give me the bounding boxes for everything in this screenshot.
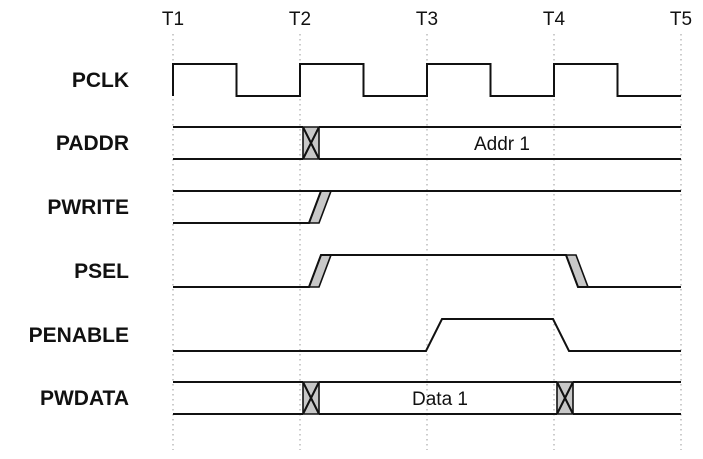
signal-paddr: PADDR Addr 1 xyxy=(56,126,681,160)
bus-value-paddr: Addr 1 xyxy=(474,134,530,155)
tick-label-t1: T1 xyxy=(162,9,184,30)
pwrite-waveform xyxy=(173,190,681,224)
signal-label-psel: PSEL xyxy=(74,260,129,283)
bus-cross xyxy=(302,381,320,415)
signal-pclk: PCLK xyxy=(72,63,681,97)
tick-label-t4: T4 xyxy=(543,9,566,30)
signal-label-penable: PENABLE xyxy=(29,324,129,347)
pclk-waveform xyxy=(172,63,681,97)
signal-rows: PCLK PADDR Addr 1 PWRITE PSEL PENABLE PWDATA Da… xyxy=(29,63,681,415)
signal-label-pclk: PCLK xyxy=(72,69,129,92)
signal-label-pwrite: PWRITE xyxy=(47,196,129,219)
tick-labels: T1 T2 T3 T4 T5 xyxy=(162,9,692,30)
psel-waveform xyxy=(173,254,681,288)
signal-pwrite: PWRITE xyxy=(47,190,681,224)
tick-label-t3: T3 xyxy=(416,9,438,30)
signal-label-paddr: PADDR xyxy=(56,132,129,155)
bus-value-pwdata: Data 1 xyxy=(412,389,468,410)
tick-label-t5: T5 xyxy=(670,9,692,30)
tick-label-t2: T2 xyxy=(289,9,311,30)
bus-cross xyxy=(302,126,320,160)
signal-penable: PENABLE xyxy=(29,318,681,352)
penable-waveform xyxy=(173,318,681,352)
bus-cross xyxy=(556,381,574,415)
signal-pwdata: PWDATA Data 1 xyxy=(40,381,681,415)
signal-psel: PSEL xyxy=(74,254,681,288)
signal-label-pwdata: PWDATA xyxy=(40,387,129,410)
